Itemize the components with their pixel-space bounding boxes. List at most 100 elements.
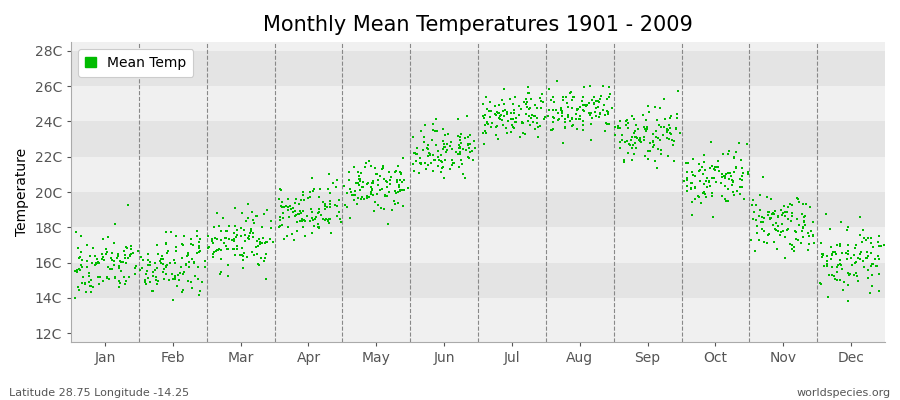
Point — [754, 226, 769, 232]
Point — [872, 232, 886, 239]
Point — [213, 228, 228, 234]
Point — [698, 190, 712, 197]
Point — [428, 128, 442, 134]
Point — [550, 78, 564, 84]
Point — [584, 137, 598, 143]
Point — [213, 268, 228, 275]
Point — [688, 172, 702, 179]
Point — [454, 160, 469, 167]
Point — [637, 134, 652, 140]
Point — [653, 137, 668, 143]
Point — [565, 116, 580, 122]
Point — [841, 282, 855, 288]
Point — [167, 257, 182, 264]
Point — [872, 243, 886, 249]
Point — [868, 256, 883, 262]
Point — [617, 139, 632, 145]
Point — [573, 104, 588, 110]
Point — [163, 260, 177, 267]
Point — [602, 120, 616, 127]
Point — [518, 101, 533, 108]
Point — [521, 106, 535, 112]
Point — [302, 218, 317, 224]
Point — [159, 270, 174, 277]
Point — [764, 215, 778, 222]
Point — [312, 209, 327, 216]
Point — [820, 261, 834, 267]
Point — [849, 270, 863, 276]
Point — [819, 211, 833, 218]
Point — [143, 262, 157, 268]
Point — [193, 249, 207, 256]
Point — [734, 184, 749, 190]
Point — [633, 138, 647, 144]
Point — [92, 281, 106, 288]
Point — [660, 126, 674, 132]
Point — [113, 258, 128, 264]
Point — [150, 265, 165, 271]
Point — [380, 193, 394, 199]
Point — [638, 153, 652, 160]
Point — [641, 156, 655, 162]
Bar — [71, 122, 885, 157]
Point — [409, 150, 423, 156]
Point — [581, 100, 596, 107]
Point — [259, 239, 274, 245]
Point — [698, 194, 713, 200]
Point — [652, 135, 666, 141]
Point — [388, 168, 402, 174]
Point — [813, 280, 827, 287]
Point — [724, 173, 738, 179]
Point — [452, 142, 466, 148]
Point — [96, 253, 111, 260]
Point — [169, 283, 184, 290]
Point — [585, 97, 599, 103]
Point — [95, 251, 110, 258]
Point — [412, 170, 427, 176]
Point — [181, 252, 195, 258]
Point — [442, 166, 456, 172]
Point — [776, 210, 790, 216]
Point — [554, 108, 569, 114]
Point — [752, 207, 767, 213]
Point — [518, 131, 533, 138]
Point — [111, 252, 125, 259]
Point — [593, 110, 608, 116]
Point — [230, 246, 244, 252]
Point — [475, 130, 490, 136]
Point — [74, 249, 88, 255]
Point — [389, 189, 403, 196]
Point — [134, 254, 148, 260]
Point — [455, 146, 470, 152]
Point — [692, 194, 706, 200]
Point — [698, 178, 713, 184]
Point — [401, 184, 416, 191]
Point — [722, 176, 736, 182]
Point — [494, 96, 508, 103]
Point — [249, 238, 264, 245]
Point — [446, 160, 460, 166]
Point — [646, 142, 661, 149]
Point — [763, 215, 778, 221]
Point — [801, 230, 815, 236]
Point — [375, 165, 390, 171]
Point — [380, 179, 394, 186]
Point — [310, 210, 325, 216]
Point — [420, 142, 435, 148]
Point — [184, 285, 199, 292]
Point — [661, 126, 675, 133]
Point — [760, 232, 775, 238]
Point — [284, 205, 298, 212]
Point — [141, 256, 156, 263]
Point — [584, 110, 598, 116]
Point — [329, 213, 344, 219]
Point — [253, 238, 267, 245]
Point — [356, 179, 370, 185]
Point — [709, 164, 724, 170]
Point — [626, 142, 640, 148]
Point — [90, 256, 104, 262]
Point — [302, 194, 317, 200]
Point — [623, 142, 637, 148]
Point — [393, 187, 408, 193]
Point — [162, 276, 176, 283]
